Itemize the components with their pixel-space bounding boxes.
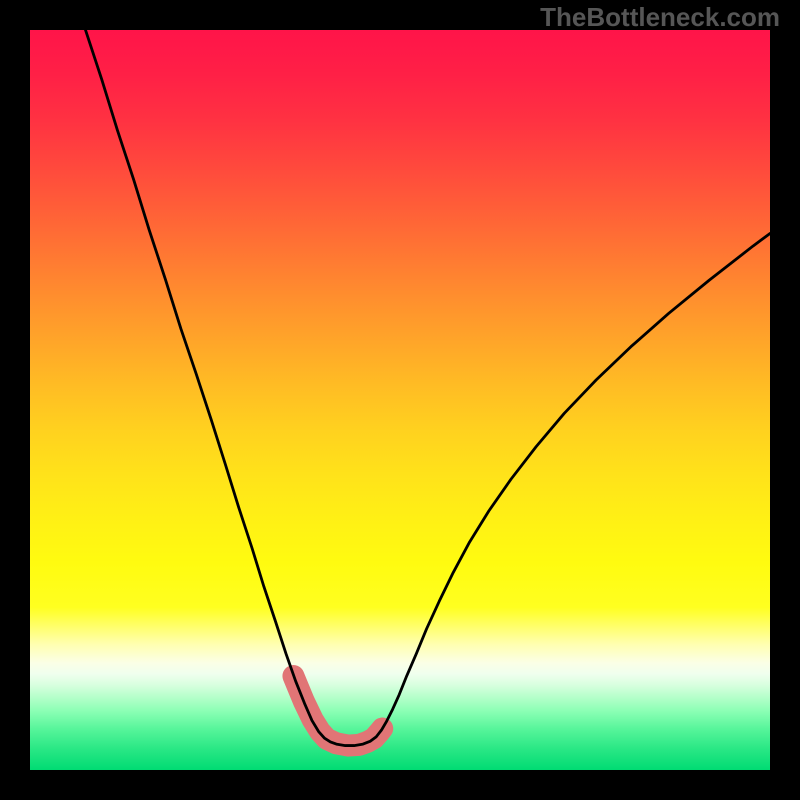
- watermark-text: TheBottleneck.com: [540, 2, 780, 33]
- bottleneck-chart: [0, 0, 800, 800]
- chart-background: [30, 30, 770, 770]
